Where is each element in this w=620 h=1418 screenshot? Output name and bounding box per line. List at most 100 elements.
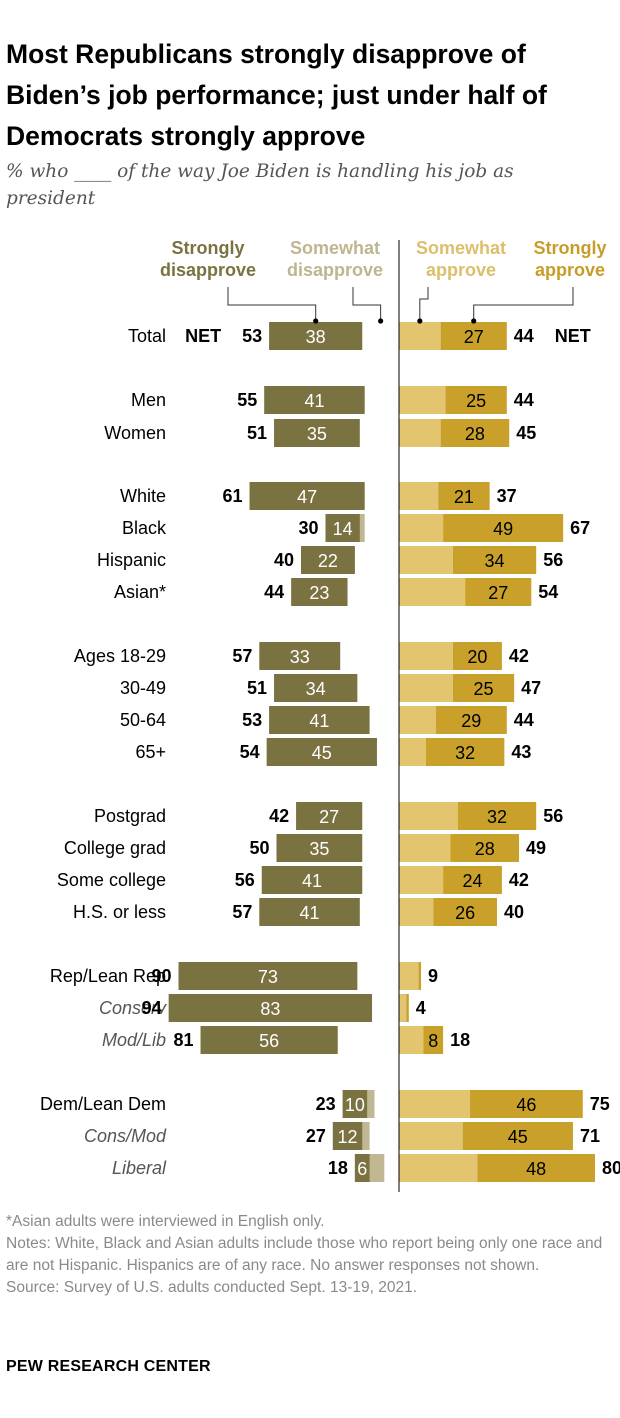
- somewhat-approve-bar: [399, 866, 444, 894]
- category-label: Liberal: [112, 1158, 167, 1178]
- category-label: H.S. or less: [73, 902, 166, 922]
- somewhat-approve-bar: [399, 482, 439, 510]
- net-disapprove-value: 23: [316, 1094, 336, 1114]
- category-label: Cons/Mod: [84, 1126, 167, 1146]
- strongly-approve-value: 20: [467, 647, 487, 667]
- somewhat-approve-bar: [399, 898, 434, 926]
- strongly-disapprove-value: 34: [306, 679, 326, 699]
- net-disapprove-value: 42: [269, 806, 289, 826]
- legend-leader-dot: [471, 318, 477, 324]
- notes: Notes: White, Black and Asian adults inc…: [6, 1235, 603, 1274]
- category-label: 50-64: [120, 710, 166, 730]
- diverging-bar-chart: Total 38 27 53 44 NET NET Men 41 25 55 44 Women 35 28 5…: [40, 238, 620, 1192]
- strongly-disapprove-bar: [332, 1122, 363, 1150]
- somewhat-approve-bar: [399, 514, 444, 542]
- category-label: Conserv: [99, 998, 167, 1018]
- category-label: Men: [131, 390, 166, 410]
- net-approve-value: 42: [509, 646, 529, 666]
- strongly-approve-bar: [450, 834, 520, 862]
- legend-somewhat-disapprove: Somewhat disapprove: [287, 238, 383, 280]
- net-approve-value: 71: [580, 1126, 600, 1146]
- net-disapprove-value: 57: [232, 646, 252, 666]
- net-approve-value: 44: [514, 326, 534, 346]
- legend-leader-line: [352, 287, 382, 321]
- legend-strongly-disapprove: Strongly disapprove: [160, 238, 256, 280]
- strongly-disapprove-value: 41: [304, 391, 324, 411]
- strongly-disapprove-value: 73: [258, 967, 278, 987]
- strongly-approve-bar: [425, 738, 505, 766]
- strongly-disapprove-bar: [168, 994, 373, 1022]
- net-approve-value: 40: [504, 902, 524, 922]
- somewhat-approve-bar: [399, 738, 426, 766]
- net-approve-value: 80: [602, 1158, 620, 1178]
- strongly-disapprove-bar: [325, 514, 360, 542]
- strongly-disapprove-value: 33: [290, 647, 310, 667]
- somewhat-approve-bar: [399, 642, 453, 670]
- strongly-approve-value: 29: [461, 711, 481, 731]
- somewhat-approve-bar: [399, 706, 436, 734]
- somewhat-approve-bar: [399, 1090, 471, 1118]
- somewhat-approve-bar: [399, 962, 419, 990]
- net-approve-value: 4: [416, 998, 426, 1018]
- net-disapprove-value: 51: [247, 678, 267, 698]
- strongly-disapprove-value: 14: [333, 519, 353, 539]
- strongly-approve-value: 28: [475, 839, 495, 859]
- net-approve-value: 44: [514, 390, 534, 410]
- category-label: 30-49: [120, 678, 166, 698]
- somewhat-approve-bar: [399, 1122, 463, 1150]
- strongly-approve-bar: [440, 419, 510, 447]
- net-disapprove-value: 53: [242, 710, 262, 730]
- strongly-disapprove-bar: [301, 546, 355, 574]
- legend-leader-line: [227, 287, 317, 321]
- somewhat-approve-bar: [399, 674, 453, 702]
- net-disapprove-value: 50: [249, 838, 269, 858]
- category-label: Black: [122, 518, 167, 538]
- somewhat-approve-bar: [399, 419, 441, 447]
- category-label: Asian*: [114, 582, 166, 602]
- strongly-disapprove-value: 12: [338, 1127, 358, 1147]
- category-label: Rep/Lean Rep: [50, 966, 166, 986]
- strongly-approve-bar: [452, 674, 515, 702]
- strongly-approve-bar: [443, 866, 502, 894]
- strongly-disapprove-value: 22: [318, 551, 338, 571]
- strongly-approve-bar: [440, 322, 507, 350]
- somewhat-approve-bar: [399, 834, 451, 862]
- strongly-approve-value: 25: [466, 391, 486, 411]
- net-disapprove-value: 55: [237, 390, 257, 410]
- strongly-approve-value: 46: [516, 1095, 536, 1115]
- net-disapprove-value: 90: [151, 966, 171, 986]
- strongly-disapprove-bar: [269, 706, 370, 734]
- category-label: White: [120, 486, 166, 506]
- strongly-approve-value: 49: [493, 519, 513, 539]
- somewhat-approve-bar: [399, 1154, 478, 1182]
- strongly-approve-bar: [438, 482, 490, 510]
- strongly-approve-bar: [452, 642, 502, 670]
- strongly-approve-bar: [443, 514, 564, 542]
- net-approve-value: 42: [509, 870, 529, 890]
- strongly-disapprove-value: 27: [319, 807, 339, 827]
- strongly-disapprove-bar: [200, 1026, 338, 1054]
- net-approve-value: 54: [538, 582, 558, 602]
- strongly-approve-bar: [423, 1026, 444, 1054]
- strongly-approve-value: 34: [485, 551, 505, 571]
- strongly-disapprove-bar: [291, 578, 348, 606]
- net-label-left: NET: [185, 326, 221, 346]
- somewhat-approve-bar: [399, 386, 446, 414]
- strongly-disapprove-value: 83: [260, 999, 280, 1019]
- strongly-disapprove-value: 10: [345, 1095, 365, 1115]
- legend-leader-line: [419, 287, 429, 321]
- strongly-approve-bar: [465, 578, 532, 606]
- net-disapprove-value: 61: [223, 486, 243, 506]
- net-approve-value: 9: [428, 966, 438, 986]
- legend-somewhat-approve: Somewhat approve: [416, 238, 506, 280]
- strongly-approve-value: 27: [488, 583, 508, 603]
- net-disapprove-value: 56: [235, 870, 255, 890]
- net-approve-value: 43: [511, 742, 531, 762]
- strongly-disapprove-bar: [269, 322, 363, 350]
- legend-leader-dot: [313, 318, 319, 324]
- net-label-right: NET: [555, 326, 591, 346]
- strongly-disapprove-bar: [274, 419, 360, 447]
- strongly-disapprove-bar: [266, 738, 377, 766]
- net-disapprove-value: 81: [174, 1030, 194, 1050]
- asian-footnote: *Asian adults were interviewed in Englis…: [6, 1213, 325, 1230]
